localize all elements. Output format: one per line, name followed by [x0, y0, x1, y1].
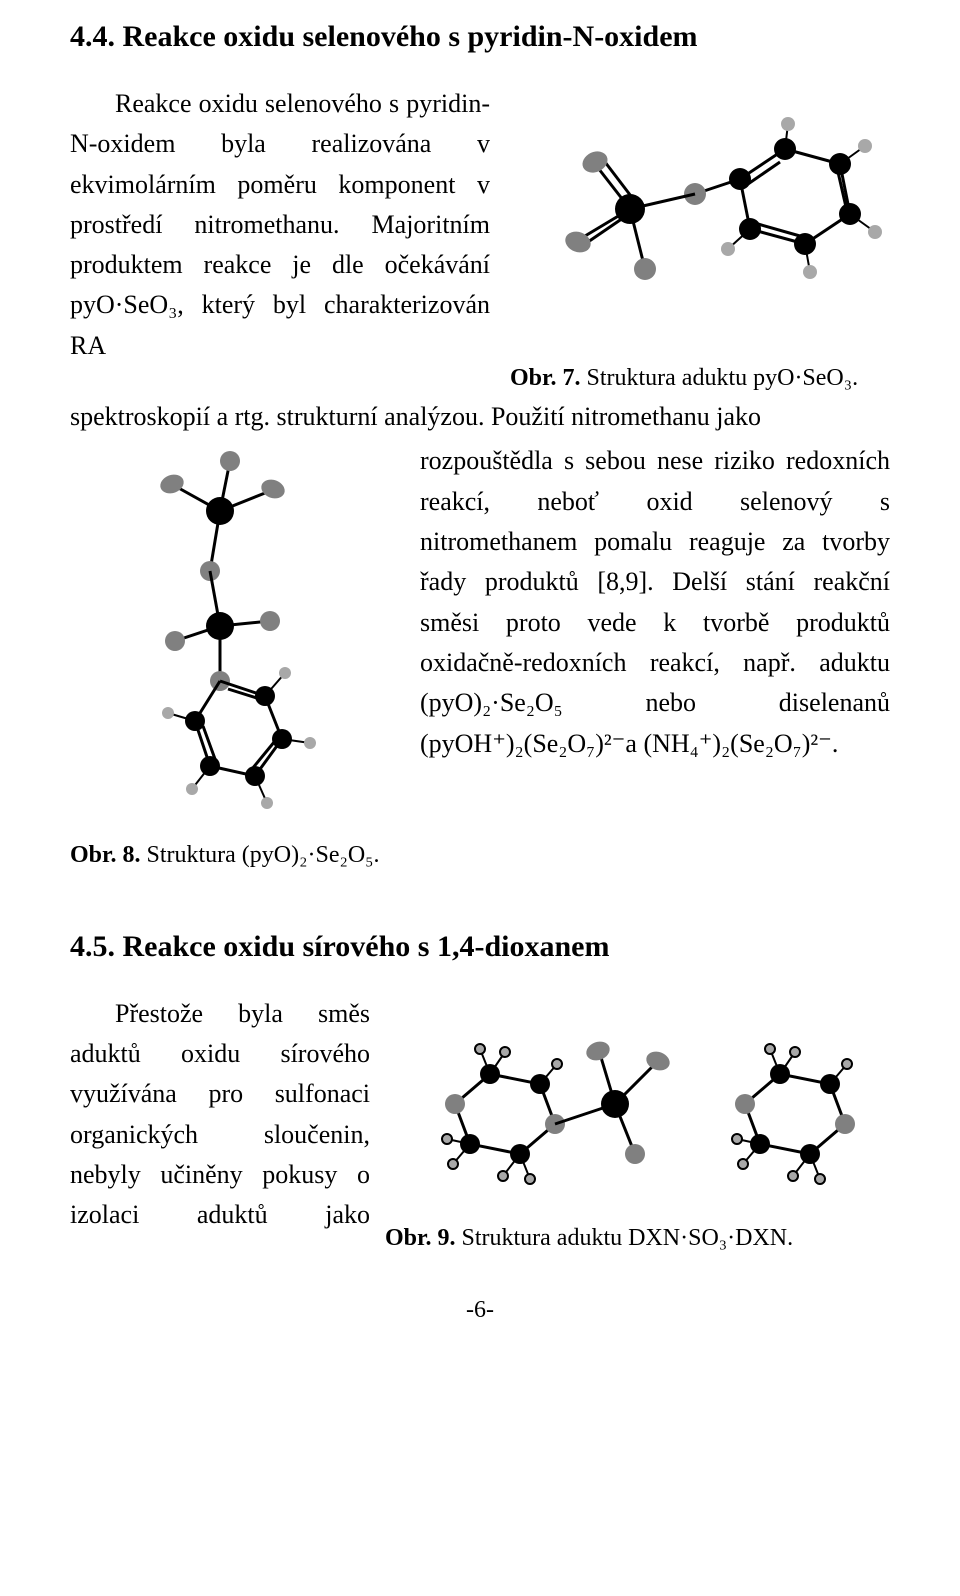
section-45: 4.5. Reakce oxidu sírového s 1,4-dioxane… [70, 930, 890, 1257]
section-44-text-right: rozpouštědla s sebou nese riziko redoxní… [420, 441, 890, 874]
figure-7-molecule [510, 84, 890, 354]
figure-7-container: Obr. 7. Struktura aduktu pyO·SeO₃. [510, 84, 890, 397]
section-45-row: Přestože byla směs aduktů oxidu sírového… [70, 994, 890, 1257]
figure-9-caption-bold: Obr. 9. [385, 1225, 455, 1251]
section-45-heading: 4.5. Reakce oxidu sírového s 1,4-dioxane… [70, 930, 890, 964]
section-44-row2: Obr. 8. Struktura (pyO)₂·Se₂O₅. rozpoušt… [70, 441, 890, 874]
figure-9-caption-rest: Struktura aduktu DXN·SO₃·DXN. [455, 1225, 793, 1251]
section-45-p1-left: Přestože byla směs aduktů oxidu sírového… [70, 994, 370, 1236]
section-44-heading: 4.4. Reakce oxidu selenového s pyridin-N… [70, 20, 890, 54]
section-44-text-left: Reakce oxidu selenového s pyridin-N-oxid… [70, 84, 490, 397]
figure-8-molecule [70, 441, 400, 831]
figure-9-molecule [385, 994, 885, 1214]
figure-9-container: Obr. 9. Struktura aduktu DXN·SO₃·DXN. [385, 994, 890, 1257]
section-45-text-left: Přestože byla směs aduktů oxidu sírového… [70, 994, 370, 1236]
figure-8-caption: Obr. 8. Struktura (pyO)₂·Se₂O₅. [70, 837, 400, 874]
figure-8-container: Obr. 8. Struktura (pyO)₂·Se₂O₅. [70, 441, 400, 874]
section-44-p2-right: rozpouštědla s sebou nese riziko redoxní… [420, 441, 890, 763]
section-44-p1-full: spektroskopií a rtg. strukturní analýzou… [70, 397, 890, 437]
figure-7-caption: Obr. 7. Struktura aduktu pyO·SeO₃. [510, 360, 890, 397]
figure-8-caption-bold: Obr. 8. [70, 842, 140, 868]
section-44-p1-left: Reakce oxidu selenového s pyridin-N-oxid… [70, 84, 490, 366]
figure-8-caption-rest: Struktura (pyO)₂·Se₂O₅. [140, 842, 379, 868]
figure-7-caption-rest: Struktura aduktu pyO·SeO₃. [580, 365, 858, 391]
page-number: -6- [70, 1297, 890, 1324]
figure-9-caption: Obr. 9. Struktura aduktu DXN·SO₃·DXN. [385, 1220, 890, 1257]
figure-7-caption-bold: Obr. 7. [510, 365, 580, 391]
section-44-row1: Reakce oxidu selenového s pyridin-N-oxid… [70, 84, 890, 397]
